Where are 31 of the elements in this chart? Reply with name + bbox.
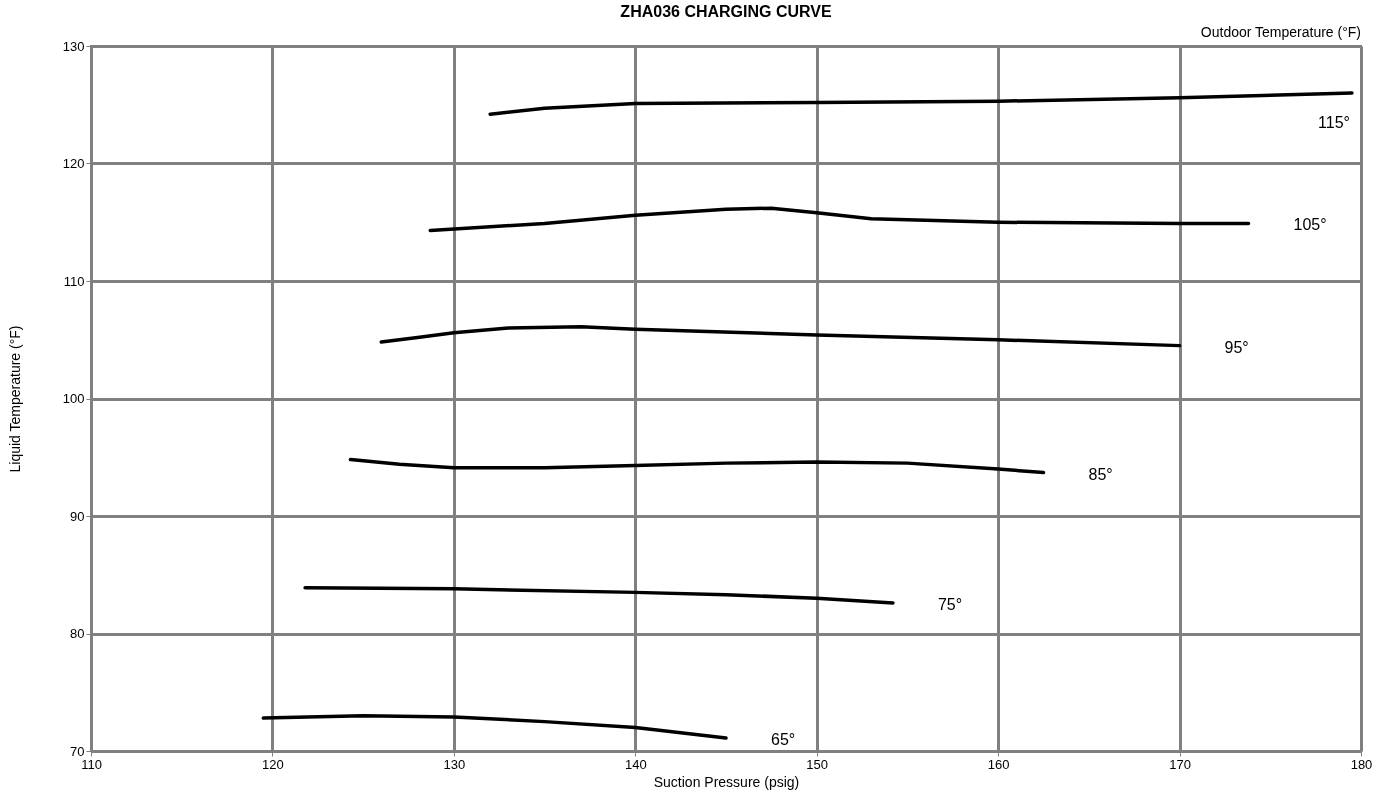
line-series — [488, 91, 1354, 116]
line-series — [428, 206, 1251, 233]
y-tick-label: 80 — [70, 626, 85, 641]
y-tick-label: 100 — [62, 391, 85, 406]
line-series — [303, 585, 895, 605]
x-tick-label: 110 — [81, 756, 102, 772]
series-label: 115° — [1318, 114, 1350, 131]
text: 85° — [1088, 465, 1113, 483]
line-series — [379, 325, 1182, 348]
x-tick-label: 170 — [1169, 756, 1191, 772]
y-tick-label: 110 — [63, 273, 85, 289]
text: 95° — [1224, 338, 1249, 356]
line-series — [348, 457, 1046, 475]
x-tick-label: 160 — [987, 756, 1010, 772]
y-tick-label: 70 — [70, 743, 85, 759]
y-tick-label: 90 — [70, 508, 85, 524]
y-axis-title: Liquid Temperature (°F) — [6, 325, 23, 473]
text: 65° — [771, 731, 796, 749]
text: 105° — [1293, 216, 1327, 234]
x-axis-title: Suction Pressure (psig) — [653, 773, 800, 790]
x-tick-label: 180 — [1350, 756, 1373, 772]
text: 75° — [937, 595, 963, 613]
line-series — [261, 714, 728, 740]
x-tick-label: 140 — [624, 756, 647, 772]
chart-title: ZHA036 CHARGING CURVE — [620, 3, 832, 20]
x-tick-label: 150 — [806, 756, 829, 772]
x-tick-label: 130 — [443, 756, 466, 772]
y-tick-label: 120 — [62, 156, 85, 171]
y-tick-label: 130 — [62, 38, 85, 54]
legend-title: Outdoor Temperature (°F) — [1200, 24, 1361, 40]
x-tick-label: 120 — [262, 756, 284, 772]
